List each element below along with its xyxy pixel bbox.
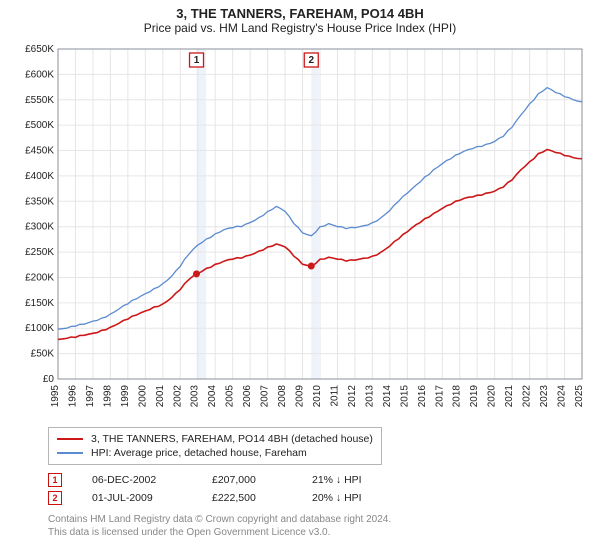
marker-row: 1 06-DEC-2002 £207,000 21% ↓ HPI xyxy=(48,471,592,489)
svg-text:2014: 2014 xyxy=(382,385,393,408)
legend-swatch-hpi xyxy=(57,452,83,454)
svg-text:1997: 1997 xyxy=(85,385,96,408)
legend-row: 3, THE TANNERS, FAREHAM, PO14 4BH (detac… xyxy=(57,432,373,446)
marker-pct: 20% ↓ HPI xyxy=(312,492,402,504)
svg-text:2008: 2008 xyxy=(277,385,288,408)
marker-price: £222,500 xyxy=(212,492,282,504)
svg-text:£150K: £150K xyxy=(25,298,54,309)
svg-text:1995: 1995 xyxy=(50,385,61,408)
svg-text:2003: 2003 xyxy=(190,385,201,408)
legend-swatch-property xyxy=(57,438,83,440)
marker-index-icon: 2 xyxy=(48,491,62,505)
svg-text:2018: 2018 xyxy=(452,385,463,408)
svg-text:2011: 2011 xyxy=(329,385,340,407)
svg-text:£600K: £600K xyxy=(25,69,54,80)
svg-text:2019: 2019 xyxy=(469,385,480,408)
svg-text:2024: 2024 xyxy=(557,385,568,408)
svg-text:2004: 2004 xyxy=(207,385,218,408)
svg-text:2010: 2010 xyxy=(312,385,323,408)
svg-text:£250K: £250K xyxy=(25,247,54,258)
svg-text:2017: 2017 xyxy=(434,385,445,408)
svg-text:2002: 2002 xyxy=(172,385,183,408)
svg-text:£550K: £550K xyxy=(25,95,54,106)
svg-text:2015: 2015 xyxy=(399,385,410,408)
svg-text:1: 1 xyxy=(194,55,200,66)
license-text: Contains HM Land Registry data © Crown c… xyxy=(48,513,592,539)
svg-text:2000: 2000 xyxy=(137,385,148,408)
legend-row: HPI: Average price, detached house, Fare… xyxy=(57,446,373,460)
svg-text:2001: 2001 xyxy=(155,385,166,408)
marker-date: 06-DEC-2002 xyxy=(92,474,182,486)
marker-date: 01-JUL-2009 xyxy=(92,492,182,504)
legend: 3, THE TANNERS, FAREHAM, PO14 4BH (detac… xyxy=(48,427,382,465)
legend-label: HPI: Average price, detached house, Fare… xyxy=(91,447,307,459)
svg-text:1996: 1996 xyxy=(67,385,78,408)
svg-text:2012: 2012 xyxy=(347,385,358,408)
svg-text:£200K: £200K xyxy=(25,272,54,283)
svg-text:1998: 1998 xyxy=(102,385,113,408)
svg-text:£450K: £450K xyxy=(25,146,54,157)
svg-text:2: 2 xyxy=(308,55,314,66)
license-line: Contains HM Land Registry data © Crown c… xyxy=(48,513,592,526)
svg-text:£300K: £300K xyxy=(25,222,54,233)
svg-text:£400K: £400K xyxy=(25,171,54,182)
svg-text:2023: 2023 xyxy=(539,385,550,408)
page-subtitle: Price paid vs. HM Land Registry's House … xyxy=(8,21,592,35)
svg-text:2021: 2021 xyxy=(504,385,515,408)
svg-text:2016: 2016 xyxy=(417,385,428,408)
svg-text:£350K: £350K xyxy=(25,196,54,207)
svg-text:£0: £0 xyxy=(43,374,55,385)
svg-text:2025: 2025 xyxy=(574,385,585,408)
svg-text:2020: 2020 xyxy=(487,385,498,408)
page-title: 3, THE TANNERS, FAREHAM, PO14 4BH xyxy=(8,6,592,21)
svg-text:2013: 2013 xyxy=(364,385,375,408)
svg-text:1999: 1999 xyxy=(120,385,131,408)
svg-text:2009: 2009 xyxy=(295,385,306,408)
marker-pct: 21% ↓ HPI xyxy=(312,474,402,486)
svg-text:£100K: £100K xyxy=(25,323,54,334)
marker-index-icon: 1 xyxy=(48,473,62,487)
marker-table: 1 06-DEC-2002 £207,000 21% ↓ HPI 2 01-JU… xyxy=(48,471,592,507)
license-line: This data is licensed under the Open Gov… xyxy=(48,526,592,539)
legend-label: 3, THE TANNERS, FAREHAM, PO14 4BH (detac… xyxy=(91,433,373,445)
svg-text:£50K: £50K xyxy=(31,349,55,360)
marker-row: 2 01-JUL-2009 £222,500 20% ↓ HPI xyxy=(48,489,592,507)
svg-text:2006: 2006 xyxy=(242,385,253,408)
price-chart: £0 £50K £100K £150K £200K £250K £300K £350K £400… xyxy=(8,41,592,421)
svg-text:£650K: £650K xyxy=(25,44,54,55)
svg-text:2007: 2007 xyxy=(260,385,271,408)
svg-text:2022: 2022 xyxy=(522,385,533,408)
svg-text:2005: 2005 xyxy=(225,385,236,408)
svg-text:£500K: £500K xyxy=(25,120,54,131)
marker-price: £207,000 xyxy=(212,474,282,486)
